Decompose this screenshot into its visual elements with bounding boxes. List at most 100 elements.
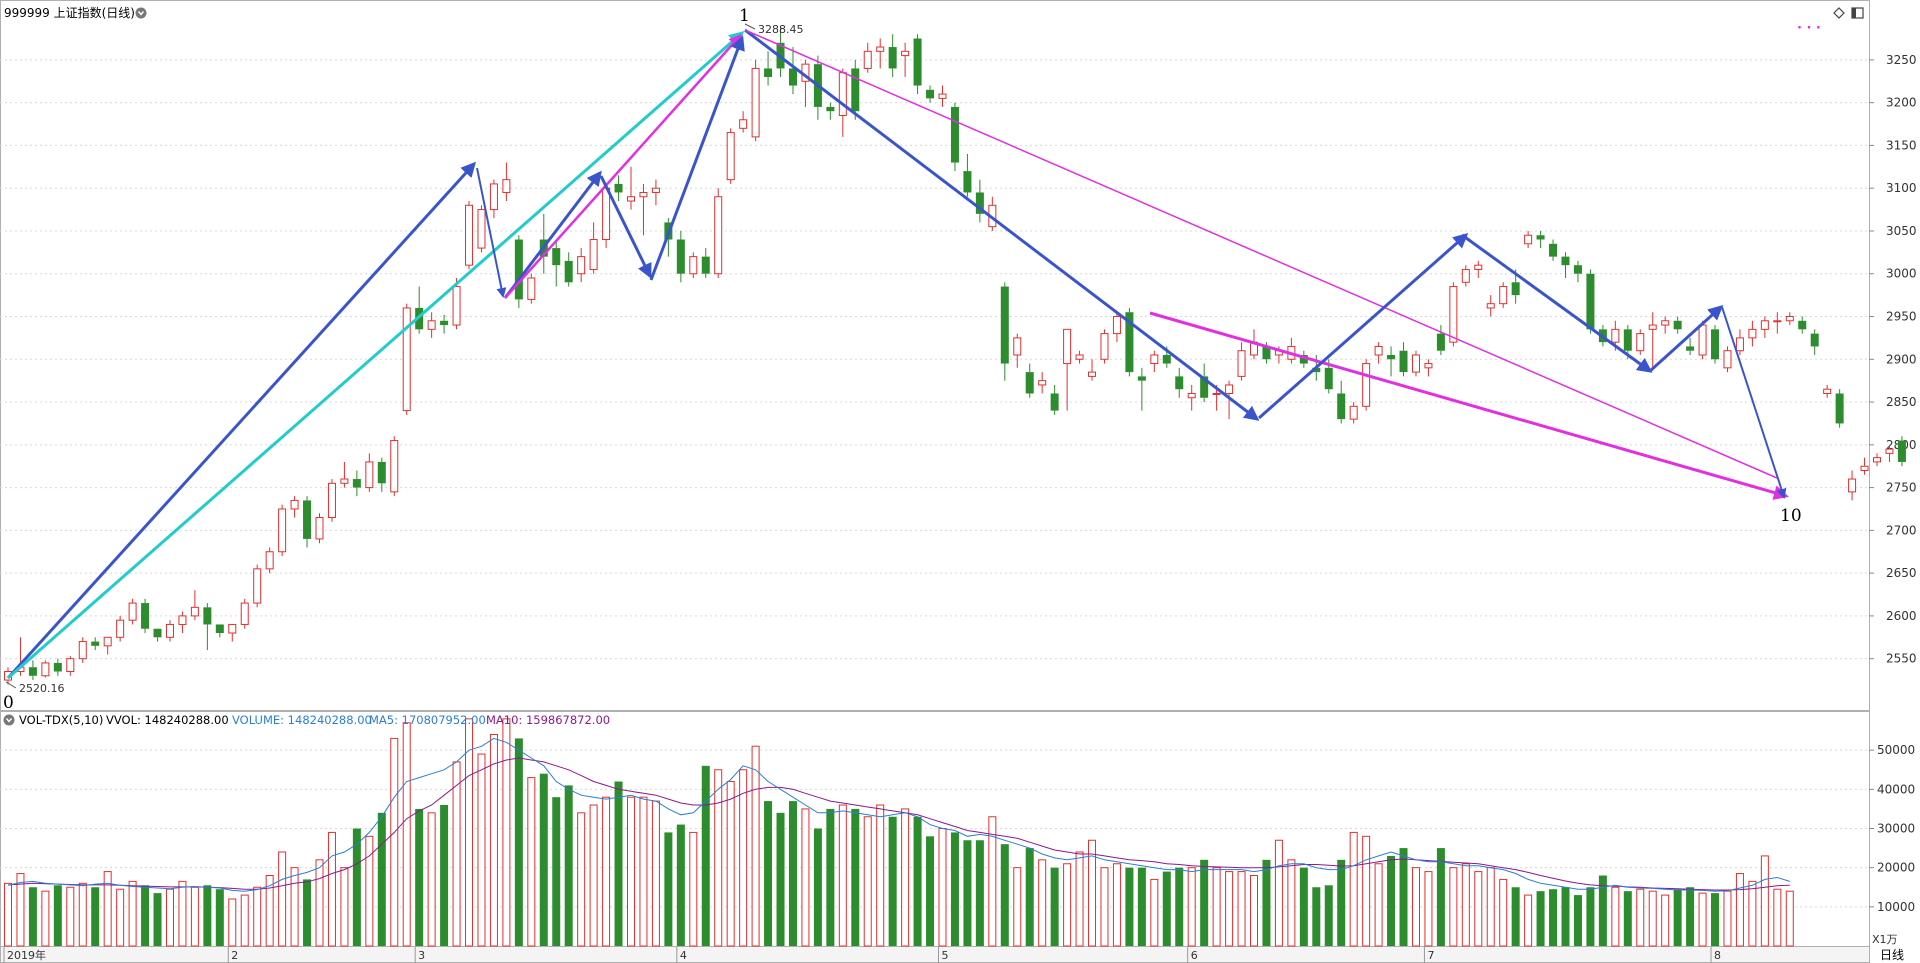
title-dropdown-icon[interactable]	[135, 7, 147, 19]
candle	[1150, 350, 1159, 373]
candle	[1486, 295, 1495, 317]
volume-bar-down	[1586, 887, 1595, 946]
candle	[352, 470, 361, 497]
volume-bar-down	[1312, 887, 1321, 946]
volume-bar-up	[128, 880, 137, 947]
candle-body-down	[141, 603, 150, 629]
wave-magenta-thin	[744, 29, 1778, 479]
candle	[1773, 312, 1782, 334]
volume-bar-down	[1536, 891, 1545, 946]
wave-blue-up-2	[503, 170, 602, 299]
high-value-label: 3288.45	[758, 23, 804, 36]
candle	[427, 312, 436, 338]
candle	[826, 102, 835, 120]
volume-bar-down	[1399, 848, 1408, 946]
candle	[1137, 367, 1146, 411]
candle-body-up	[1411, 354, 1420, 373]
volume-bar-up	[901, 808, 910, 947]
candle	[627, 166, 635, 210]
candle	[1374, 342, 1383, 364]
candle-body-up	[477, 209, 486, 249]
volume-bar-up	[1723, 890, 1732, 947]
candle-body-down	[1262, 346, 1271, 360]
volume-bar-down	[1050, 867, 1059, 946]
wave-cyan-up	[7, 31, 745, 680]
volume-bar-up	[340, 867, 349, 947]
candle-body-up	[714, 196, 723, 275]
candle-body-down	[1511, 282, 1520, 296]
candle-body-down	[1897, 440, 1906, 462]
indicator-dropdown-icon[interactable]	[3, 714, 15, 726]
wave-label-top: 1	[739, 6, 750, 26]
candle	[764, 51, 773, 86]
volume-bar-up	[1150, 878, 1159, 947]
volume-bar-down	[1000, 844, 1009, 946]
candle-body-up	[465, 204, 474, 266]
candle-body-up	[1873, 457, 1881, 463]
volume-tick-label: 40000	[1877, 782, 1915, 796]
candle-body-up	[240, 602, 249, 625]
candle	[1798, 316, 1807, 334]
candle-body-down	[1835, 393, 1844, 424]
volume-bar-up	[1088, 839, 1097, 947]
candle	[950, 102, 959, 172]
candle	[1499, 282, 1508, 308]
month-label: 6	[1191, 949, 1198, 962]
diamond-icon[interactable]	[1833, 7, 1845, 19]
candle	[1411, 350, 1420, 377]
volume-bar-up	[165, 888, 174, 947]
candle	[701, 248, 710, 279]
candle-body-down	[1549, 243, 1558, 257]
candle-body-down	[1711, 329, 1720, 360]
volume-bar-down	[950, 832, 959, 946]
candle	[1897, 436, 1906, 467]
candle	[377, 457, 386, 492]
candle	[938, 85, 947, 107]
volume-bar-up	[1187, 867, 1196, 947]
volume-bar-up	[1374, 863, 1383, 947]
period-button[interactable]: 日线	[1880, 948, 1904, 962]
candle-body-up	[340, 478, 349, 484]
candle	[514, 235, 523, 308]
indicator-name[interactable]: VOL-TDX(5,10)	[19, 713, 103, 727]
volume-bar-up	[589, 804, 598, 947]
candle	[1885, 444, 1894, 462]
candle	[502, 162, 511, 202]
volume-readout: VOLUME: 148240288.00	[232, 713, 372, 727]
candle-body-down	[1586, 273, 1595, 330]
volume-bar-up	[265, 875, 274, 947]
wave-label-start: 0	[3, 693, 14, 713]
candle-body-up	[327, 482, 336, 519]
candle-body-down	[975, 192, 984, 214]
volume-bar-up	[278, 851, 287, 947]
candle	[53, 658, 62, 676]
volume-bar-down	[1175, 867, 1184, 946]
wave-blue-down-long	[744, 28, 1260, 421]
ma10-readout: MA10: 159867872.00	[486, 713, 610, 727]
candle-body-down	[215, 624, 224, 634]
candle	[1661, 316, 1670, 334]
volume-bar-up	[1250, 875, 1258, 947]
candle	[1561, 252, 1570, 279]
volume-bar-up	[1636, 888, 1645, 947]
volume-bar-up	[751, 745, 760, 947]
volume-bar-down	[1125, 867, 1134, 946]
ma5-line	[7, 737, 1790, 892]
chart-title[interactable]: 999999 上证指数(日线)	[4, 5, 135, 20]
candle-body-down	[377, 461, 386, 484]
candle	[552, 239, 561, 287]
volume-bar-down	[776, 812, 785, 946]
candle	[651, 179, 660, 206]
volume-bar-down	[153, 893, 162, 946]
volume-bar-up	[838, 804, 847, 947]
volume-bar-up	[1785, 890, 1794, 947]
candle	[477, 205, 486, 253]
candle	[1362, 359, 1371, 411]
volume-bar-down	[53, 885, 62, 946]
price-tick-label: 3100	[1886, 181, 1917, 195]
candle	[1673, 316, 1682, 334]
candle-body-up	[1225, 384, 1234, 394]
volume-bar-up	[1661, 894, 1670, 947]
volume-bar-down	[664, 832, 673, 946]
